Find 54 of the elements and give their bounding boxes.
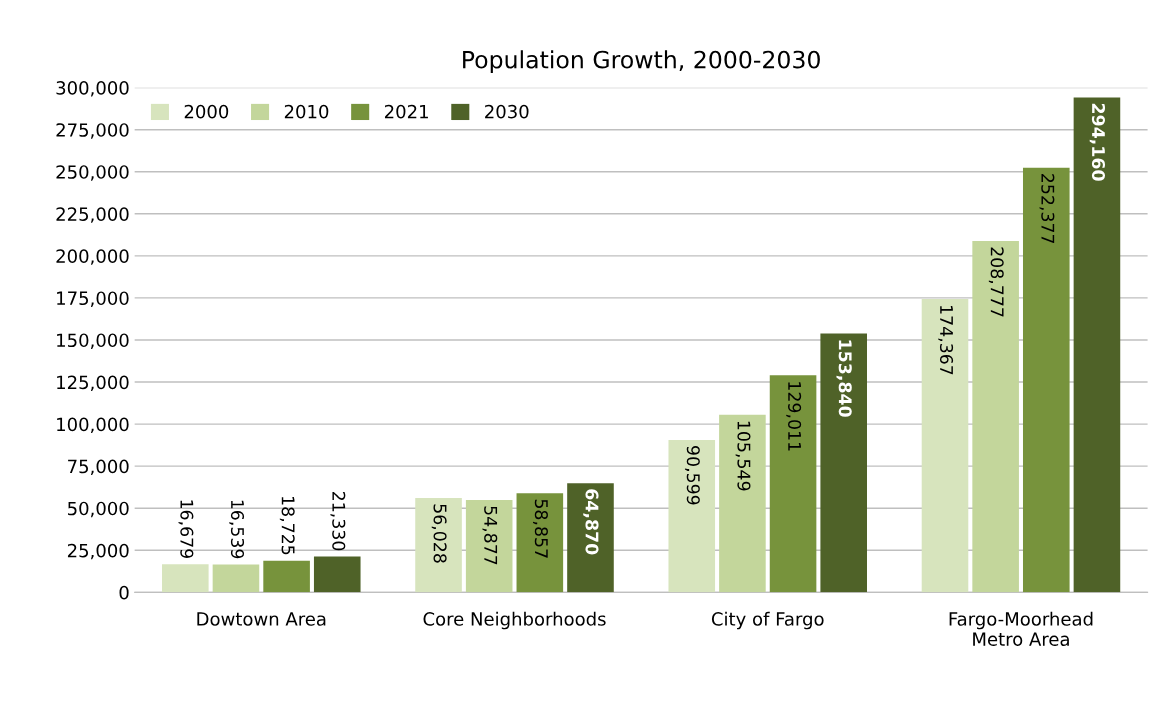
data-label: 153,840 [836, 340, 852, 417]
bar [719, 414, 766, 593]
data-label: 208,777 [988, 247, 1004, 317]
y-tick-label: 225,000 [56, 207, 129, 223]
x-tick-label: Dowtown Area [197, 612, 326, 626]
data-label: 16,539 [229, 500, 245, 559]
x-tick-label: Fargo-Moorhead Metro Area [949, 611, 1093, 646]
x-tick-label: Core Neighborhoods [423, 611, 606, 630]
bar [263, 560, 310, 593]
data-label: 58,857 [533, 499, 548, 558]
data-label: 174,367 [938, 305, 954, 375]
bar [465, 500, 513, 593]
bar [162, 564, 209, 593]
x-tick-label: City of Fargo [711, 611, 824, 630]
data-label: 16,679 [178, 500, 194, 559]
y-tick-label: 250,000 [56, 165, 129, 181]
y-tick-label: 150,000 [57, 333, 129, 349]
bar [415, 498, 462, 593]
bar [921, 298, 969, 593]
data-label: 129,011 [786, 382, 802, 451]
bar [313, 556, 361, 593]
bar [972, 241, 1019, 593]
data-label: 21,330 [330, 491, 346, 551]
data-label: 64,870 [583, 489, 599, 555]
bar [212, 564, 260, 593]
bar [1022, 167, 1070, 593]
legend-label: 2000 [184, 104, 229, 119]
bar [820, 333, 867, 593]
y-tick-label: 75,000 [68, 459, 129, 476]
data-label: 252,377 [1039, 174, 1055, 244]
y-tick-label: 200,000 [56, 249, 129, 265]
data-label: 56,028 [431, 504, 447, 563]
bar [668, 439, 716, 593]
data-label: 90,599 [684, 446, 700, 505]
y-tick-label: 300,000 [56, 81, 129, 97]
bar [516, 493, 564, 593]
y-tick-label: 0 [119, 585, 129, 600]
y-tick-label: 275,000 [56, 123, 129, 139]
bar [769, 375, 817, 593]
data-label: 105,549 [735, 421, 751, 491]
legend-label: 2010 [284, 104, 329, 119]
data-label: 294,160 [1089, 103, 1106, 181]
chart-title: Population Growth, 2000-2030 [463, 50, 820, 74]
data-label: 54,877 [482, 506, 498, 565]
bar [567, 483, 614, 593]
y-tick-label: 125,000 [57, 375, 129, 391]
legend-label: 2021 [384, 104, 428, 119]
data-label: 18,725 [279, 496, 295, 555]
bar [1073, 97, 1121, 593]
y-tick-label: 100,000 [57, 417, 129, 434]
y-tick-label: 175,000 [57, 291, 129, 307]
y-tick-label: 25,000 [67, 543, 129, 560]
legend-label: 2030 [485, 104, 529, 119]
y-tick-label: 50,000 [68, 501, 129, 518]
